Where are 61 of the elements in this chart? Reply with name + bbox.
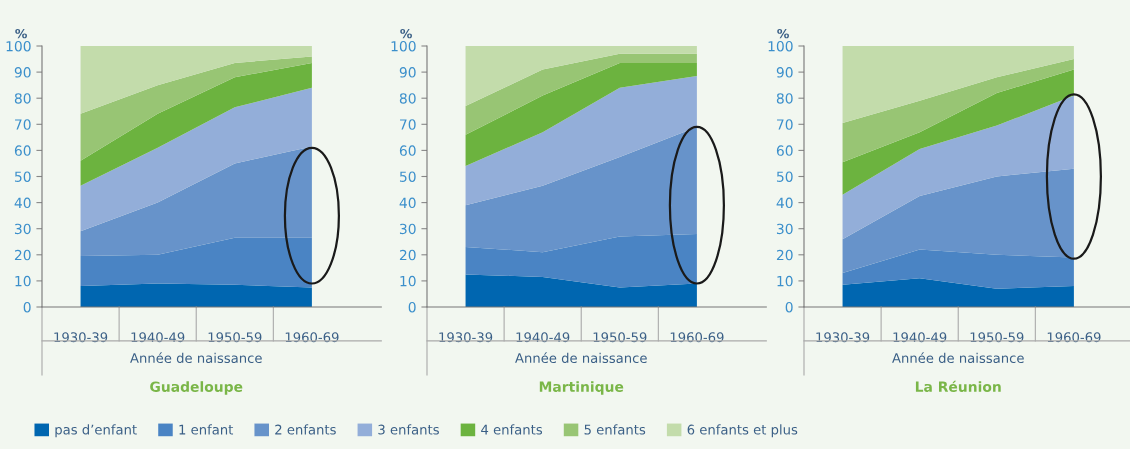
- y-tick-label: 40: [776, 197, 793, 209]
- y-tick-label: 50: [776, 171, 793, 182]
- x-tick-label: 1930-39: [54, 332, 108, 343]
- y-tick-label: 10: [15, 275, 31, 287]
- y-tick-label: 90: [14, 67, 31, 78]
- x-tick-label: 1940-49: [893, 332, 947, 343]
- x-tick-label: 1960-69: [1047, 332, 1101, 343]
- y-tick-label: 50: [14, 171, 31, 182]
- y-tick-label: 20: [14, 249, 31, 261]
- legend-label: 3 enfants: [378, 424, 439, 435]
- x-tick-label: 1950-59: [208, 332, 262, 343]
- y-tick-label: 0: [785, 301, 793, 313]
- y-tick-label: 80: [399, 93, 416, 104]
- y-tick-label: 80: [776, 93, 793, 104]
- legend-label: 4 enfants: [481, 424, 543, 435]
- y-tick-label: 70: [15, 119, 31, 130]
- y-tick-label: 100: [391, 40, 416, 52]
- y-tick-label: 20: [776, 249, 793, 261]
- y-tick-label: 20: [399, 249, 416, 261]
- x-tick-label: 1960-69: [285, 332, 339, 343]
- y-tick-label: 70: [400, 119, 416, 130]
- y-tick-label: 60: [776, 145, 793, 156]
- y-tick-label: 100: [768, 40, 793, 52]
- y-tick-label: 10: [777, 275, 793, 287]
- legend-label: 1 enfant: [179, 424, 234, 435]
- x-tick-label: 1940-49: [516, 332, 570, 343]
- y-tick-label: 30: [399, 223, 416, 235]
- y-tick-label: 50: [399, 171, 416, 182]
- legend-label: pas d’enfant: [55, 424, 137, 438]
- y-tick-label: 40: [14, 197, 31, 209]
- text: Guadeloupe: [150, 381, 243, 395]
- x-tick-label: 1930-39: [816, 332, 870, 343]
- y-tick-label: 0: [408, 301, 416, 313]
- text: La Réunion: [915, 380, 1001, 392]
- x-tick-label: 1940-49: [131, 332, 185, 343]
- legend-label: 2 enfants: [275, 424, 336, 435]
- x-axis-title: Année de naissance: [892, 352, 1024, 364]
- y-axis-title: %: [15, 28, 27, 39]
- legend-label: 5 enfants: [584, 424, 646, 435]
- x-tick-label: 1930-39: [439, 332, 493, 343]
- y-axis-title: %: [777, 28, 789, 39]
- y-tick-label: 80: [14, 93, 31, 104]
- y-tick-label: 0: [23, 301, 31, 313]
- x-axis-title: Année de naissance: [130, 352, 262, 364]
- y-tick-label: 10: [400, 275, 416, 287]
- y-tick-label: 90: [399, 67, 416, 78]
- x-axis-title: Année de naissance: [515, 352, 647, 364]
- y-tick-label: 90: [776, 67, 793, 78]
- y-tick-label: 60: [399, 145, 416, 156]
- y-tick-label: 60: [14, 145, 31, 156]
- y-tick-label: 70: [777, 119, 793, 130]
- y-tick-label: 100: [6, 40, 31, 52]
- x-tick-label: 1950-59: [593, 332, 647, 343]
- x-tick-label: 1950-59: [970, 332, 1024, 343]
- y-tick-label: 30: [14, 223, 31, 235]
- y-tick-label: 40: [399, 197, 416, 209]
- y-tick-label: 30: [776, 223, 793, 235]
- y-axis-title: %: [400, 28, 412, 39]
- legend-label: 6 enfants et plus: [687, 424, 798, 438]
- x-tick-label: 1960-69: [670, 332, 724, 343]
- text: Martinique: [539, 381, 624, 395]
